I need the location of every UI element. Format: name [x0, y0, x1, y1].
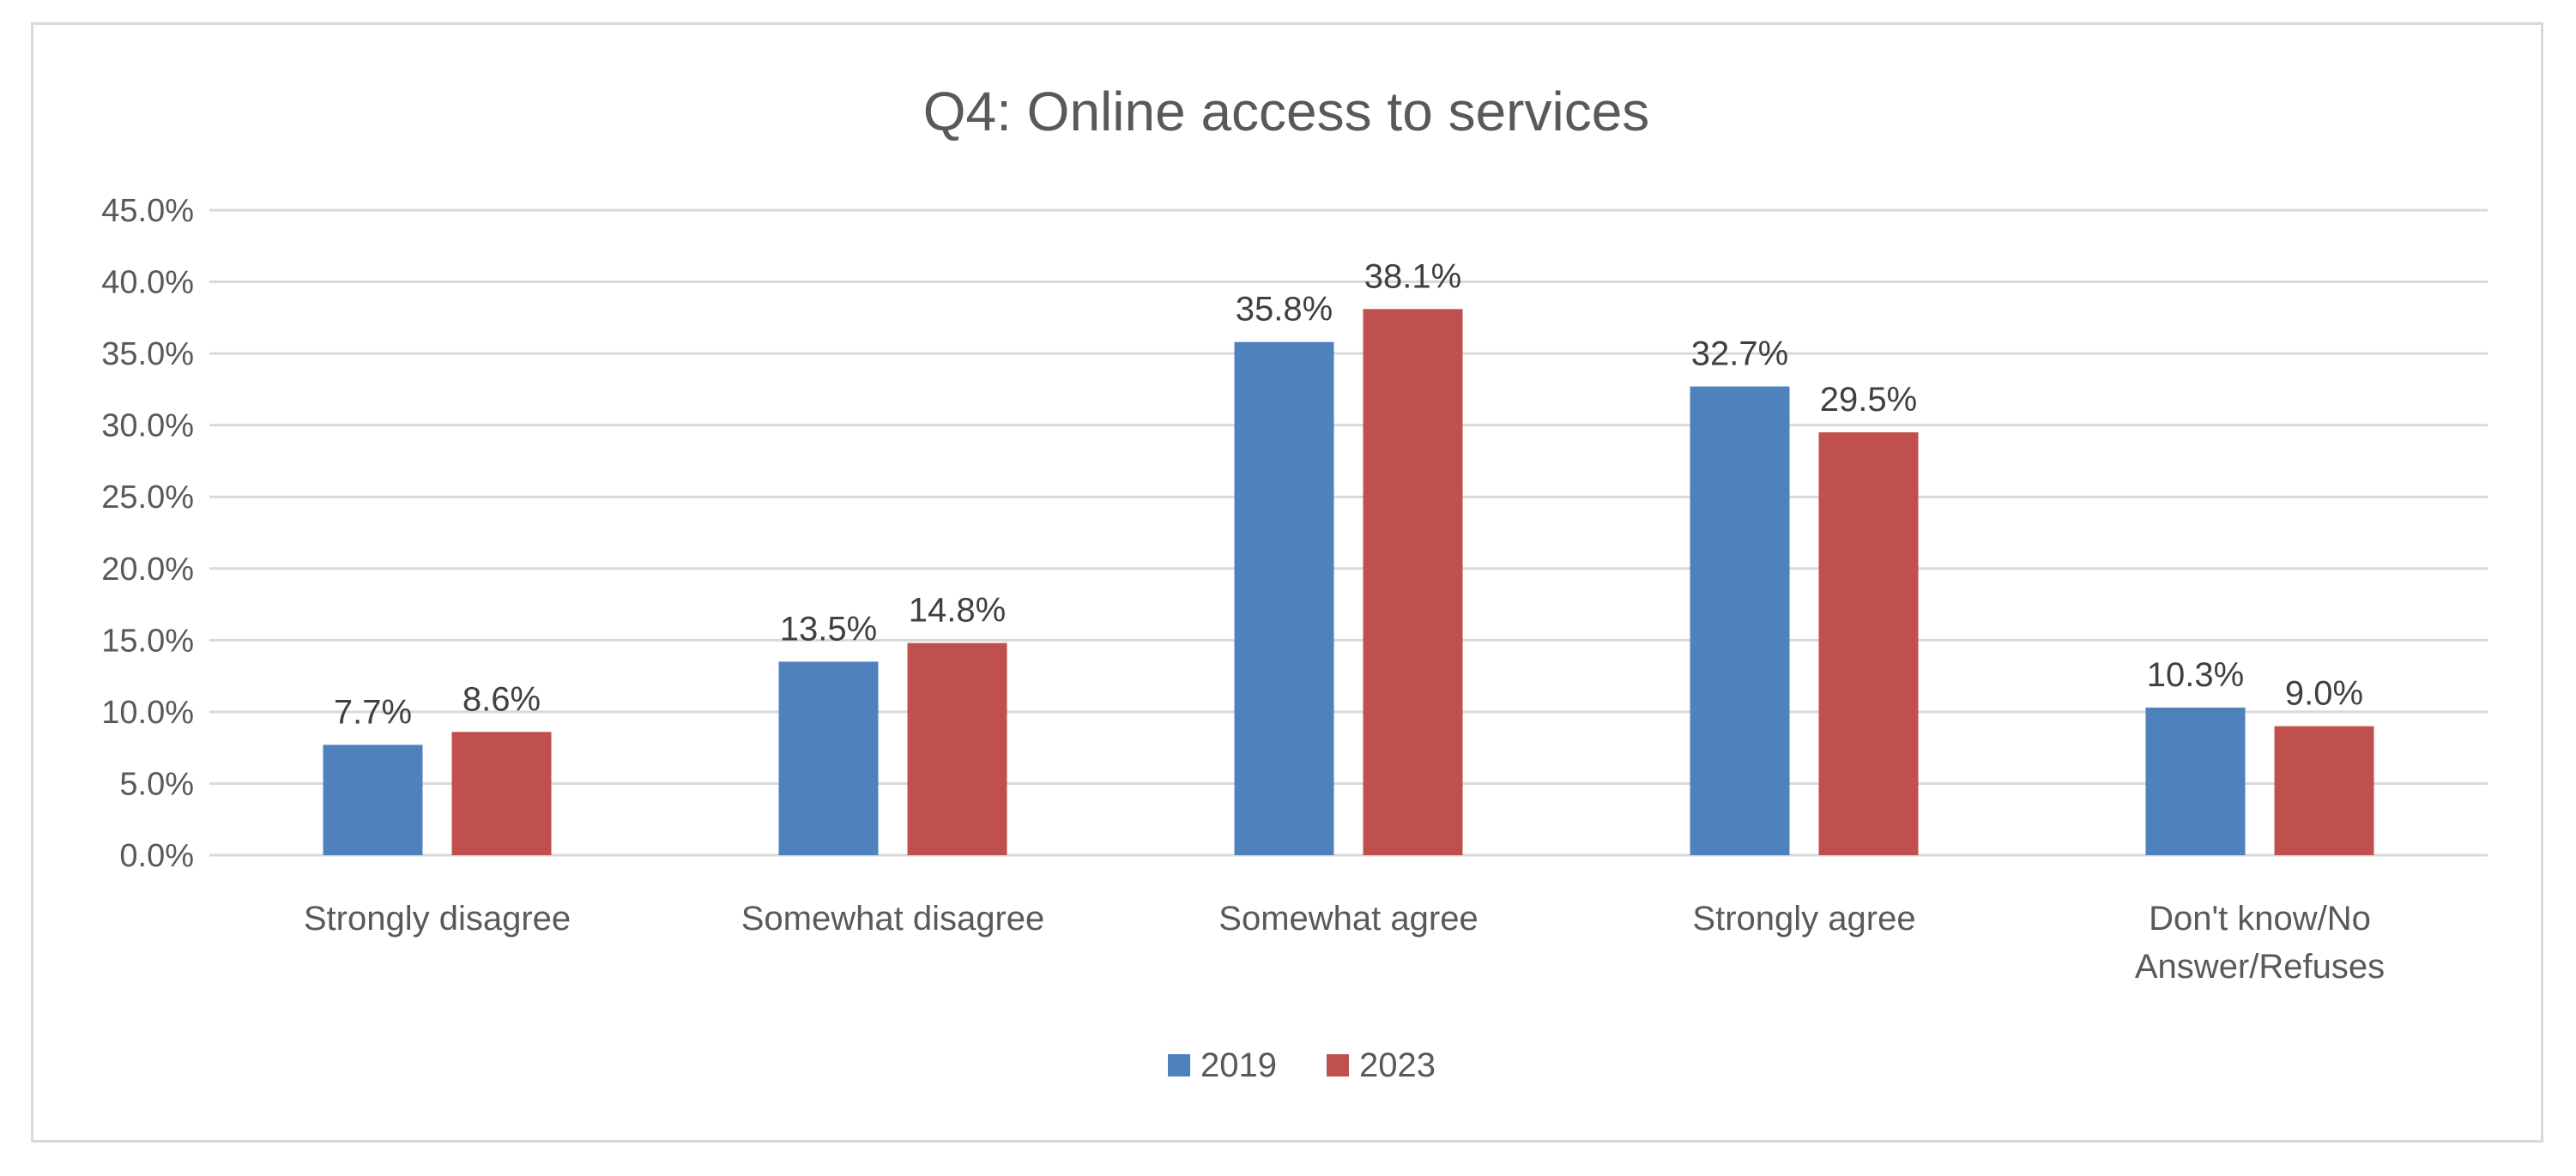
y-tick-label: 20.0% — [101, 552, 194, 588]
data-label-2019: 35.8% — [1236, 291, 1333, 329]
y-tick-label: 40.0% — [101, 265, 194, 301]
bars — [323, 309, 2374, 856]
legend-label-2019: 2019 — [1200, 1046, 1277, 1084]
chart-frame: Q4: Online access to services 0.0% 5.0% 10… — [31, 22, 2543, 1143]
data-label-2023: 38.1% — [1364, 257, 1461, 295]
bar-2023 — [2274, 726, 2374, 855]
x-category-label: Strongly agree — [1692, 900, 1915, 938]
bar-2023 — [1363, 309, 1463, 856]
chart-title: Q4: Online access to services — [923, 81, 1650, 142]
gridlines — [209, 208, 2488, 857]
y-tick-label: 5.0% — [119, 766, 194, 802]
x-category-label: Strongly disagree — [304, 900, 571, 938]
x-category-label: Don't know/No — [2149, 900, 2371, 938]
bar-2023 — [1818, 432, 1919, 855]
x-category-label: Answer/Refuses — [2135, 948, 2385, 986]
data-label-2019: 7.7% — [334, 693, 412, 731]
data-label-2019: 10.3% — [2147, 656, 2244, 694]
y-tick-label: 45.0% — [101, 193, 194, 229]
legend: 2019 2023 — [1168, 1046, 1436, 1084]
legend-swatch-2019 — [1168, 1054, 1190, 1076]
data-label-2023: 9.0% — [2285, 675, 2363, 713]
data-label-2023: 8.6% — [463, 680, 541, 718]
bar-chart: Q4: Online access to services 0.0% 5.0% 10… — [101, 81, 2488, 1084]
y-tick-label: 0.0% — [119, 838, 194, 874]
data-label-2019: 32.7% — [1691, 335, 1788, 373]
x-category-label: Somewhat agree — [1218, 900, 1478, 938]
data-label-2023: 14.8% — [909, 592, 1006, 630]
y-tick-label: 30.0% — [101, 408, 194, 444]
x-category-label: Somewhat disagree — [741, 900, 1045, 938]
bar-2019 — [323, 745, 423, 855]
bar-2019 — [778, 661, 879, 855]
y-tick-label: 25.0% — [101, 479, 194, 516]
data-labels: 7.7% 8.6% 13.5% 14.8% 35.8% 38.1% 32.7% 29.5% 10… — [334, 257, 2363, 731]
x-axis-category-labels: Strongly disagree Somewhat disagree Somewh… — [304, 900, 2385, 986]
y-axis-tick-labels: 0.0% 5.0% 10.0% 15.0% 20.0% 25.0% 30.0% 35.0% 40… — [101, 193, 194, 874]
bar-2023 — [451, 732, 552, 855]
y-tick-label: 15.0% — [101, 623, 194, 659]
legend-swatch-2023 — [1327, 1054, 1349, 1076]
legend-label-2023: 2023 — [1359, 1046, 1436, 1084]
bar-2019 — [1690, 386, 1790, 856]
y-tick-label: 35.0% — [101, 336, 194, 372]
data-label-2023: 29.5% — [1820, 381, 1917, 419]
data-label-2019: 13.5% — [780, 610, 877, 648]
bar-2019 — [2145, 707, 2246, 855]
bar-2019 — [1234, 341, 1334, 856]
bar-2023 — [907, 642, 1007, 855]
y-tick-label: 10.0% — [101, 695, 194, 731]
